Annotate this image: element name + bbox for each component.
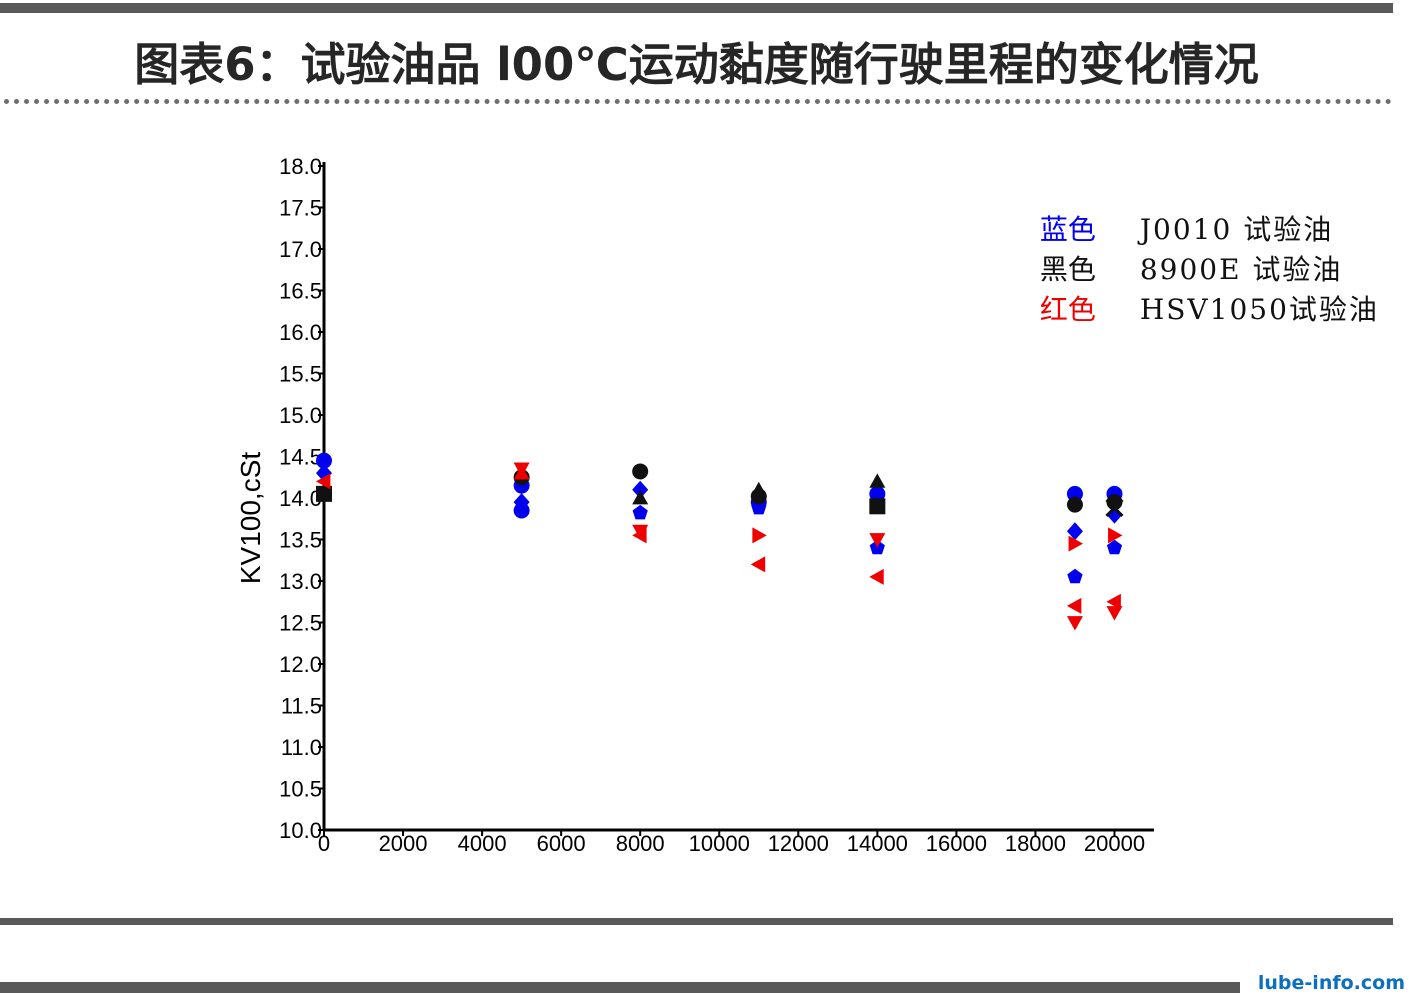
legend-color-word: 蓝色 [1039, 213, 1096, 246]
x-tick-label: 18000 [1005, 831, 1066, 856]
y-tick-label: 18.0 [279, 154, 322, 179]
data-point [750, 556, 766, 573]
y-tick-label: 13.5 [279, 528, 322, 553]
data-point [1066, 616, 1083, 631]
y-tick-label: 10.5 [279, 777, 322, 802]
data-point [869, 473, 886, 488]
page-title: 图表6：试验油品 l00℃运动黏度随行驶里程的变化情况 [134, 38, 1259, 91]
legend-label: 8900E 试验油 [1139, 253, 1343, 286]
x-tick-label: 14000 [847, 831, 908, 856]
data-point [1106, 593, 1121, 610]
y-tick-label: 15.5 [279, 362, 322, 387]
data-point [1108, 527, 1123, 544]
data-point [1066, 597, 1082, 614]
y-tick-label: 13.0 [279, 569, 322, 594]
y-tick-label: 16.0 [279, 320, 322, 345]
y-tick-label: 16.5 [279, 279, 322, 304]
y-tick-label: 17.5 [279, 196, 322, 221]
y-tick-label: 14.0 [279, 486, 322, 511]
y-tick-label: 12.5 [279, 611, 322, 636]
x-tick-label: 20000 [1084, 831, 1145, 856]
y-axis-label: KV100,cSt [235, 452, 266, 585]
data-point [1066, 522, 1083, 541]
bottom-rule [0, 982, 1240, 993]
x-tick-label: 8000 [616, 831, 665, 856]
data-point [513, 465, 530, 480]
watermark-text: lube-info.com [1257, 972, 1405, 994]
legend-color-word: 红色 [1039, 293, 1096, 326]
data-point [632, 490, 649, 505]
legend-label: J0010 试验油 [1139, 213, 1334, 246]
data-point [751, 500, 767, 515]
middle-rule [0, 918, 1393, 925]
x-tick-label: 6000 [537, 831, 586, 856]
data-point [869, 533, 886, 548]
y-tick-label: 11.0 [281, 735, 322, 760]
data-point [316, 485, 332, 502]
x-tick-label: 10000 [689, 831, 750, 856]
x-tick-label: 2000 [379, 831, 428, 856]
data-point [1106, 494, 1123, 511]
data-point [632, 480, 649, 499]
y-tick-label: 12.0 [279, 652, 322, 677]
dotted-divider [4, 99, 1392, 104]
data-point [1106, 539, 1123, 555]
data-point [632, 463, 649, 480]
y-tick-label: 10.0 [279, 818, 322, 843]
legend-entry-8900e: 黑色 8900E 试验油 [1022, 215, 1342, 288]
y-tick-label: 11.5 [281, 694, 322, 719]
top-rule [0, 3, 1393, 13]
legend-entry-j0010: 蓝色 J0010 试验油 [1022, 175, 1333, 248]
data-point [316, 473, 331, 490]
data-point [750, 488, 767, 505]
data-point [869, 498, 886, 515]
data-point [1068, 535, 1083, 552]
data-point [1106, 606, 1123, 621]
y-tick-label: 14.5 [279, 445, 322, 470]
x-tick-label: 16000 [926, 831, 987, 856]
data-point [513, 502, 530, 519]
y-tick-label: 17.0 [279, 237, 322, 262]
data-point [869, 568, 884, 585]
x-tick-label: 12000 [768, 831, 829, 856]
chart-axes: 10.0 10.5 11.0 11.5 12.0 12.5 13.0 13.5 14.0 14.5… [235, 154, 1154, 856]
chart-points [316, 452, 1124, 631]
legend-entry-hsv1050: 红色 HSV1050试验油 [1022, 255, 1379, 328]
y-tick-label: 15.0 [279, 403, 322, 428]
data-point [752, 527, 767, 544]
legend-color-word: 黑色 [1039, 253, 1096, 286]
data-point [632, 527, 647, 544]
data-point [632, 504, 648, 520]
x-tick-label: 0 [318, 831, 330, 856]
legend-label: HSV1050试验油 [1139, 293, 1379, 326]
data-point [316, 452, 332, 469]
x-tick-label: 4000 [458, 831, 507, 856]
data-point [1067, 568, 1083, 584]
data-point [1105, 498, 1124, 518]
data-point [1066, 496, 1083, 513]
